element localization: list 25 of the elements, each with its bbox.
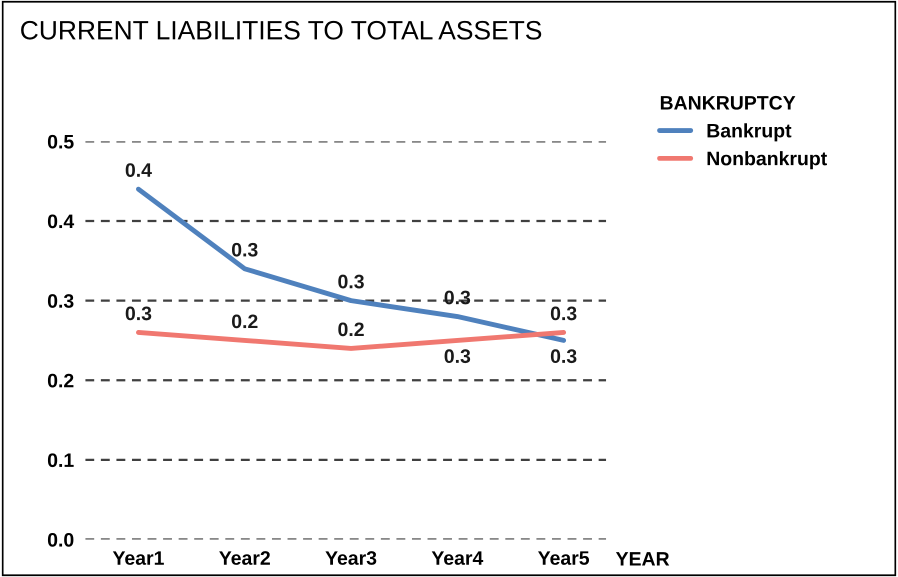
legend-title: BANKRUPTCY bbox=[660, 96, 796, 110]
x-tick-label: Year1 bbox=[112, 551, 164, 565]
y-tick-label: 0.0 bbox=[48, 532, 74, 547]
y-tick-label: 0.4 bbox=[48, 214, 74, 228]
x-axis-title: YEAR bbox=[616, 552, 670, 566]
y-tick-label: 0.3 bbox=[48, 294, 74, 308]
x-tick-label: Year5 bbox=[538, 551, 590, 565]
data-label: 0.3 bbox=[550, 306, 576, 320]
data-label: 0.2 bbox=[232, 314, 258, 328]
data-label: 0.2 bbox=[338, 322, 364, 336]
y-tick-label: 0.2 bbox=[48, 374, 74, 388]
legend-label: Bankrupt bbox=[708, 123, 792, 142]
legend-label: Nonbankrupt bbox=[708, 151, 827, 170]
data-label: 0.4 bbox=[126, 163, 152, 177]
chart-title: CURRENT LIABILITIES TO TOTAL ASSETS bbox=[21, 20, 542, 40]
data-label: 0.3 bbox=[126, 306, 152, 320]
data-label: 0.3 bbox=[232, 242, 258, 257]
x-tick-label: Year4 bbox=[432, 551, 484, 565]
x-tick-label: Year2 bbox=[219, 551, 270, 565]
data-label: 0.3 bbox=[550, 349, 576, 364]
y-tick-label: 0.1 bbox=[48, 453, 74, 468]
data-label: 0.3 bbox=[338, 274, 364, 288]
y-tick-label: 0.5 bbox=[48, 134, 74, 149]
data-label: 0.3 bbox=[444, 349, 470, 364]
x-tick-label: Year3 bbox=[325, 551, 376, 565]
